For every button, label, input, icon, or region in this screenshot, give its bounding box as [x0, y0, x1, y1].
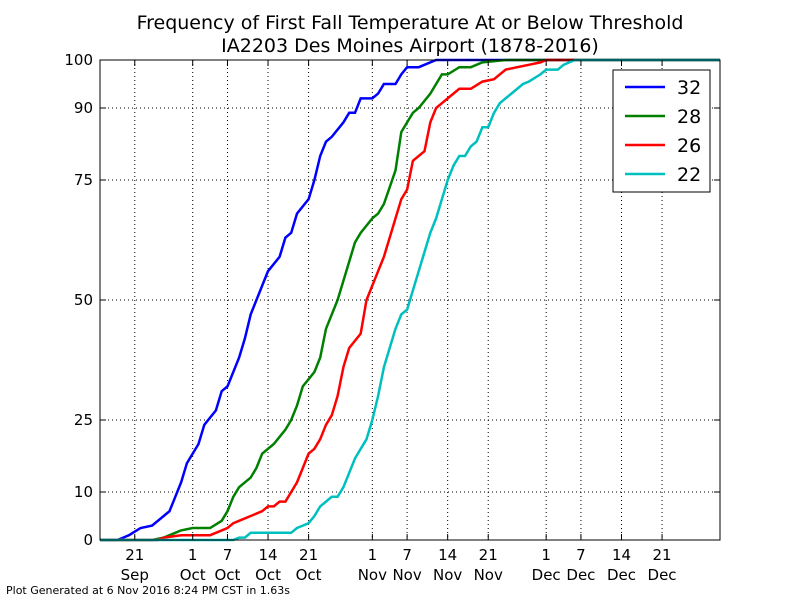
x-tick-month: Dec — [566, 566, 595, 584]
chart-subtitle: IA2203 Des Moines Airport (1878-2016) — [221, 35, 599, 57]
x-tick-day: 21 — [125, 546, 144, 564]
x-tick-month: Nov — [392, 566, 421, 584]
x-tick-day: 21 — [479, 546, 498, 564]
legend-label-28: 28 — [677, 106, 701, 128]
x-tick-month: Oct — [255, 566, 281, 584]
series-line-32 — [100, 58, 720, 542]
x-tick-day: 7 — [223, 546, 233, 564]
x-tick-month: Dec — [607, 566, 636, 584]
x-tick-day: 1 — [188, 546, 198, 564]
legend-label-22: 22 — [677, 164, 701, 186]
y-tick-label: 25 — [74, 411, 93, 429]
legend-label-26: 26 — [677, 135, 701, 157]
x-tick-day: 21 — [653, 546, 672, 564]
y-tick-label: 90 — [74, 99, 93, 117]
x-tick-day: 1 — [541, 546, 551, 564]
y-tick-label: 10 — [74, 483, 93, 501]
x-tick-day: 14 — [258, 546, 277, 564]
x-tick-month: Sep — [121, 566, 149, 584]
x-tick-month: Oct — [296, 566, 322, 584]
x-tick-day: 1 — [368, 546, 378, 564]
legend-label-32: 32 — [677, 77, 701, 99]
x-tick-day: 7 — [576, 546, 586, 564]
y-tick-label: 0 — [83, 531, 93, 549]
series-line-22 — [100, 58, 720, 542]
y-tick-label: 50 — [74, 291, 93, 309]
x-tick-month: Dec — [532, 566, 561, 584]
x-tick-month: Dec — [648, 566, 677, 584]
legend-box — [612, 69, 711, 193]
x-tick-day: 7 — [402, 546, 412, 564]
x-tick-day: 14 — [612, 546, 631, 564]
x-tick-day: 21 — [299, 546, 318, 564]
y-tick-label: 75 — [74, 171, 93, 189]
x-tick-month: Nov — [433, 566, 462, 584]
chart-title: Frequency of First Fall Temperature At o… — [136, 12, 684, 34]
plot-footer: Plot Generated at 6 Nov 2016 8:24 PM CST… — [6, 584, 291, 597]
x-tick-month: Oct — [180, 566, 206, 584]
y-tick-label: 100 — [64, 51, 93, 69]
x-tick-day: 14 — [438, 546, 457, 564]
series-line-26 — [100, 58, 720, 542]
series-line-28 — [100, 58, 720, 542]
x-tick-month: Nov — [358, 566, 387, 584]
x-tick-month: Nov — [474, 566, 503, 584]
x-tick-month: Oct — [215, 566, 241, 584]
